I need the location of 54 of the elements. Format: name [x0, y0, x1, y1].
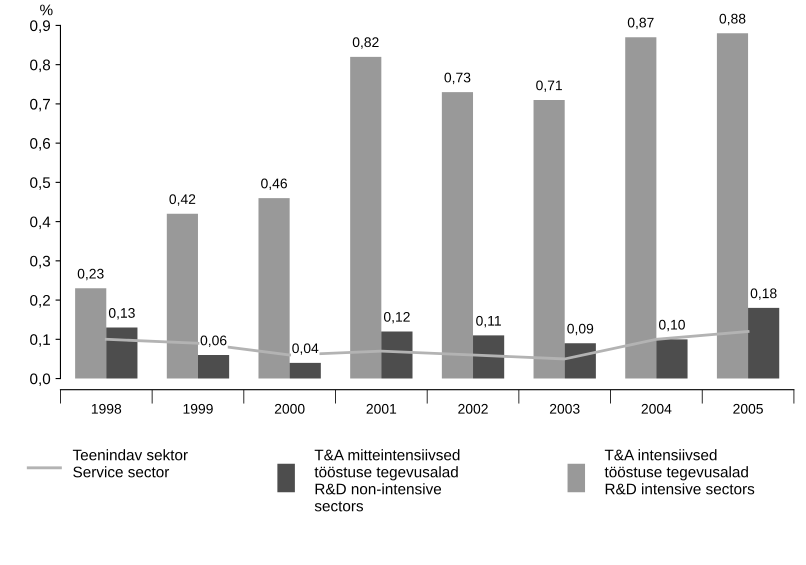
x-tick-label: 2000 — [274, 404, 305, 414]
x-tick-label: 1999 — [184, 404, 213, 414]
bar — [75, 288, 106, 379]
legend-label: T&A intensiivsed tööstuse tegevusalad R&D intensive sectors — [604, 449, 754, 494]
bar — [258, 198, 290, 379]
data-label: 0,04 — [292, 343, 318, 355]
y-tick-label: 0,5 — [30, 177, 50, 190]
y-tick-label: 0,0 — [30, 373, 50, 386]
bar — [625, 37, 656, 379]
bar — [473, 335, 504, 379]
bar — [350, 56, 382, 379]
x-tick-label: 2005 — [733, 404, 763, 414]
data-label: 0,18 — [750, 288, 777, 300]
bar — [166, 214, 198, 379]
data-label: 0,73 — [444, 72, 470, 84]
bar — [716, 33, 748, 379]
bar — [748, 308, 780, 379]
data-label: 0,23 — [78, 268, 104, 280]
bar — [290, 362, 321, 379]
y-tick-label: 0,8 — [30, 60, 50, 72]
x-tick-label: 2001 — [366, 404, 396, 414]
data-label: 0,09 — [567, 324, 594, 336]
x-tick-label: 2002 — [458, 404, 488, 414]
bar — [381, 331, 413, 379]
bar — [564, 343, 596, 379]
y-tick-label: 0,6 — [30, 138, 50, 151]
legend-label: Teenindav sektor Service sector — [72, 449, 188, 478]
data-label: 0,06 — [200, 335, 226, 347]
data-label: 0,88 — [720, 14, 746, 26]
y-axis-title: % — [40, 4, 53, 16]
x-tick-label: 2003 — [550, 404, 580, 414]
data-label: 0,42 — [169, 194, 196, 206]
bar — [656, 339, 688, 379]
y-tick-label: 0,1 — [30, 334, 50, 347]
data-label: 0,13 — [108, 308, 135, 320]
y-tick-label: 0,2 — [30, 294, 50, 308]
data-label: 0,46 — [261, 178, 287, 190]
bar — [198, 355, 230, 379]
x-tick-label: 2004 — [642, 404, 672, 414]
bar — [106, 328, 138, 379]
data-label: 0,12 — [384, 312, 410, 324]
data-label: 0,11 — [476, 316, 501, 328]
data-label: 0,87 — [628, 18, 654, 30]
x-tick-label: 1998 — [92, 404, 122, 414]
bar — [534, 100, 565, 379]
data-label: 0,10 — [659, 320, 685, 332]
data-label: 0,71 — [536, 80, 562, 92]
y-tick-label: 0,7 — [30, 98, 50, 112]
y-tick-label: 0,4 — [30, 216, 50, 230]
data-label: 0,82 — [352, 37, 379, 49]
bar — [442, 92, 474, 379]
legend-label: T&A mitteintensiivsed tööstuse tegevusalad R&D non-intensive sectors — [314, 449, 460, 512]
y-tick-label: 0,9 — [30, 20, 50, 33]
y-tick-label: 0,3 — [30, 256, 50, 268]
